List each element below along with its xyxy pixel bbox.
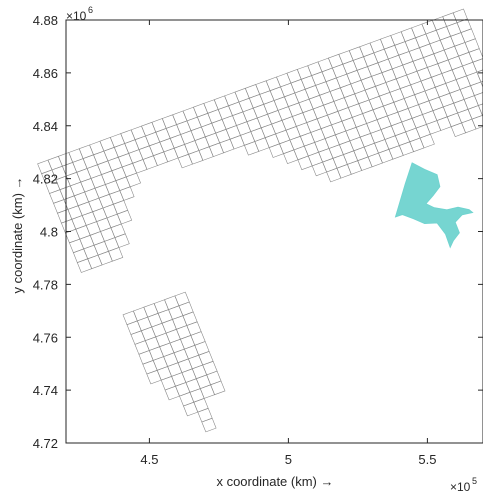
lake-polygon [394, 162, 474, 249]
mesh-grid [37, 8, 483, 433]
lake-region [394, 162, 474, 249]
y-tick-label: 4.78 [33, 277, 58, 292]
ticks: 4.5 5 5.5 4.72 4.74 4.76 4.78 4.8 4.82 4.84 4.86 4.… [33, 13, 483, 467]
y-exponent-base: ×10 [66, 9, 87, 23]
x-exponent: ×10 5 [450, 476, 477, 494]
y-tick-label: 4.8 [40, 225, 58, 240]
y-tick-label: 4.74 [33, 383, 58, 398]
y-exponent: ×10 6 [66, 5, 93, 23]
y-tick-label: 4.88 [33, 13, 58, 28]
y-exponent-power: 6 [88, 5, 93, 15]
mesh-cell [478, 103, 483, 116]
mesh-cell [472, 58, 483, 73]
y-tick-label: 4.84 [33, 119, 58, 134]
x-tick-label: 5.5 [418, 452, 436, 467]
y-tick-label: 4.82 [33, 172, 58, 187]
y-tick-label: 4.76 [33, 330, 58, 345]
x-tick-label: 5 [285, 452, 292, 467]
x-exponent-power: 5 [472, 476, 477, 486]
mesh-cell [480, 80, 483, 89]
y-axis-label: y coordinate (km) → [10, 176, 25, 293]
x-tick-label: 4.5 [140, 452, 158, 467]
mesh-cell [474, 92, 483, 106]
y-tick-label: 4.72 [33, 436, 58, 451]
x-axis-label: x coordinate (km) → [216, 474, 333, 489]
y-tick-label: 4.86 [33, 66, 58, 81]
mesh-cell [201, 417, 217, 433]
x-exponent-base: ×10 [450, 480, 471, 494]
mesh-cell [476, 69, 483, 83]
mesh-cell [210, 380, 226, 396]
